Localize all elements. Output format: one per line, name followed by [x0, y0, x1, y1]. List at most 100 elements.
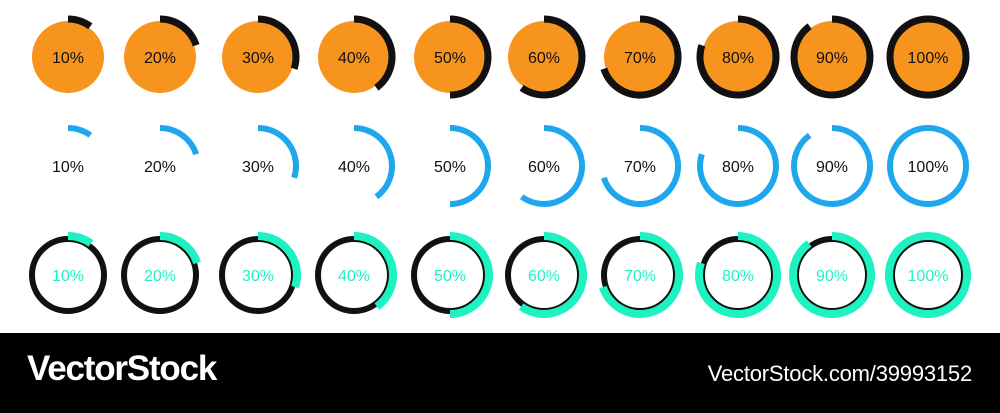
progress-indicator-2-7: 70% [601, 125, 681, 207]
progress-indicators-grid: 10% 20% 30% 40% 50% 60% 70% 80% 90% 100% 10% 20% 30%… [29, 15, 971, 318]
progress-label: 20% [144, 268, 176, 285]
progress-label: 100% [908, 50, 949, 67]
progress-arc [791, 125, 873, 207]
progress-indicator-1-2: 20% [124, 15, 200, 93]
progress-arc [353, 125, 395, 200]
progress-arc [67, 232, 94, 247]
vectorstock-logo-text: VectorStock [27, 349, 217, 388]
progress-indicator-2-9: 90% [791, 125, 873, 207]
progress-indicator-2-4: 40% [338, 125, 395, 200]
progress-label: 50% [434, 159, 466, 176]
progress-label: 70% [624, 268, 656, 285]
progress-label: 40% [338, 159, 370, 176]
progress-arc [353, 15, 396, 91]
progress-label: 10% [52, 159, 84, 176]
progress-arc [257, 15, 300, 70]
progress-indicator-1-1: 10% [32, 15, 104, 93]
progress-indicator-3-1: 10% [29, 232, 107, 314]
progress-arc [885, 232, 971, 318]
progress-label: 30% [242, 268, 274, 285]
progress-label: 20% [144, 159, 176, 176]
progress-label: 90% [816, 159, 848, 176]
progress-indicator-1-3: 30% [222, 15, 300, 93]
progress-label: 30% [242, 159, 274, 176]
progress-arc [257, 232, 301, 289]
progress-label: 90% [816, 50, 848, 67]
progress-indicator-3-8: 80% [695, 232, 781, 318]
progress-label: 10% [52, 50, 84, 67]
progress-indicator-1-9: 90% [790, 15, 874, 99]
progress-label: 80% [722, 50, 754, 67]
progress-indicator-2-6: 60% [519, 125, 585, 207]
orange-progress-disc [32, 21, 104, 93]
progress-label: 50% [434, 268, 466, 285]
progress-indicator-1-6: 60% [508, 15, 586, 99]
progress-label: 80% [722, 159, 754, 176]
progress-arc [519, 125, 585, 207]
progress-indicator-1-10: 100% [886, 15, 970, 99]
orange-progress-disc [892, 21, 964, 93]
progress-label: 10% [52, 268, 84, 285]
progress-indicator-1-5: 50% [414, 15, 492, 99]
progress-indicator-2-2: 20% [144, 125, 199, 176]
progress-row-2: 10% 20% 30% 40% 50% 60% 70% 80% 90% 100% [52, 125, 969, 207]
orange-progress-disc [796, 21, 868, 93]
progress-arc [789, 232, 875, 318]
progress-arc [790, 15, 874, 99]
progress-indicator-3-4: 40% [315, 232, 397, 314]
progress-arc [353, 232, 397, 310]
progress-arc [449, 232, 493, 318]
orange-progress-disc [318, 21, 390, 93]
progress-arc [601, 125, 681, 207]
progress-indicator-3-5: 50% [411, 232, 493, 318]
progress-label: 70% [624, 50, 656, 67]
progress-label: 70% [624, 159, 656, 176]
progress-indicator-2-3: 30% [242, 125, 299, 179]
progress-arc [67, 125, 93, 138]
orange-progress-disc [124, 21, 196, 93]
progress-row-3: 10% 20% 30% 40% 50% 60% 70% 80% 90% 100% [29, 232, 971, 318]
progress-indicator-2-10: 100% [887, 125, 969, 207]
progress-arc [696, 15, 780, 99]
progress-label: 100% [908, 159, 949, 176]
orange-progress-disc [604, 21, 676, 93]
progress-label: 90% [816, 268, 848, 285]
progress-arc [67, 15, 93, 30]
progress-row-1: 10% 20% 30% 40% 50% 60% 70% 80% 90% 100% [32, 15, 970, 99]
orange-progress-disc [222, 21, 294, 93]
progress-indicator-3-6: 60% [505, 232, 587, 318]
progress-arc [600, 15, 682, 99]
vectorstock-image-id: VectorStock.com/39993152 [707, 361, 972, 386]
progress-label: 40% [338, 50, 370, 67]
progress-arc [159, 15, 200, 47]
progress-arc [449, 15, 492, 99]
progress-indicator-1-7: 70% [600, 15, 682, 99]
progress-indicator-2-8: 80% [697, 125, 779, 207]
orange-progress-disc [702, 21, 774, 93]
progress-arc [159, 232, 201, 265]
progress-arc [695, 232, 781, 318]
progress-label: 100% [908, 268, 949, 285]
progress-indicator-3-2: 20% [121, 232, 201, 314]
progress-label: 60% [528, 159, 560, 176]
progress-indicator-3-3: 30% [219, 232, 301, 314]
orange-progress-disc [508, 21, 580, 93]
progress-indicator-3-9: 90% [789, 232, 875, 318]
progress-label: 30% [242, 50, 274, 67]
progress-label: 40% [338, 268, 370, 285]
orange-progress-disc [414, 21, 486, 93]
progress-arc [159, 125, 199, 156]
progress-arc [518, 232, 587, 318]
progress-label: 80% [722, 268, 754, 285]
progress-arc [886, 15, 970, 99]
progress-arc [519, 15, 586, 99]
progress-indicator-2-5: 50% [434, 125, 491, 207]
progress-arc [449, 125, 491, 207]
progress-label: 60% [528, 268, 560, 285]
progress-arc [887, 125, 969, 207]
progress-indicator-1-4: 40% [318, 15, 396, 93]
progress-label: 60% [528, 50, 560, 67]
progress-label: 20% [144, 50, 176, 67]
progress-indicator-3-10: 100% [885, 232, 971, 318]
progress-indicator-2-1: 10% [52, 125, 93, 176]
